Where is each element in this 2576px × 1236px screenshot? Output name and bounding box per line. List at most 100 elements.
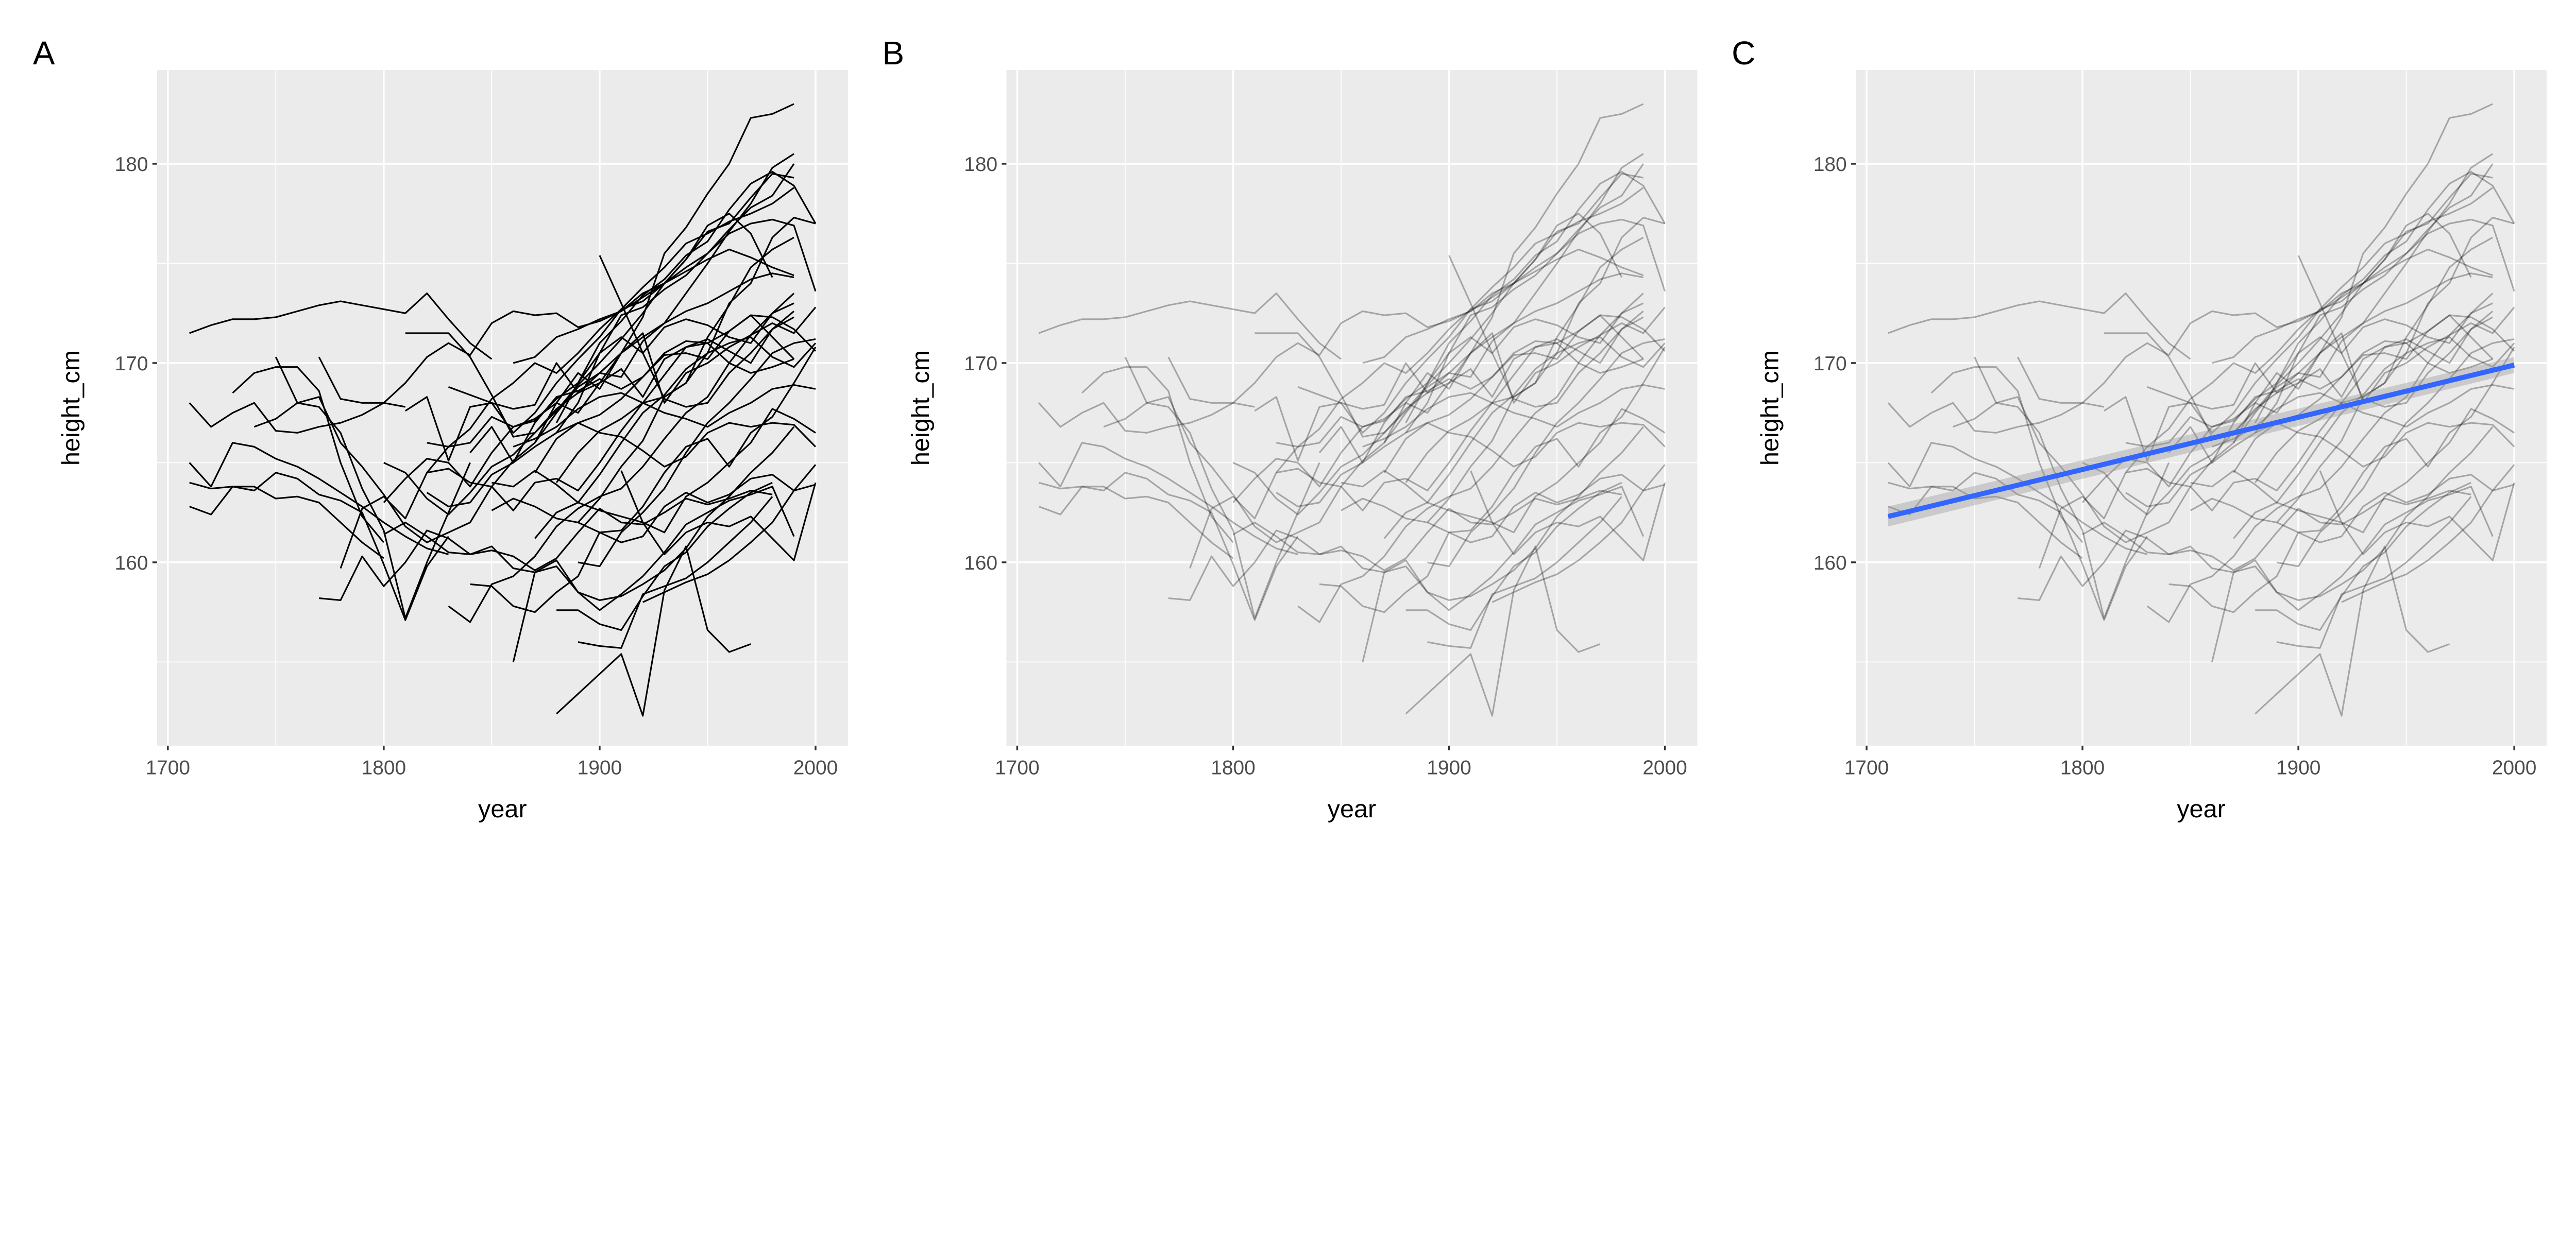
series-line-41 bbox=[448, 173, 794, 434]
x-tick-label: 1700 bbox=[995, 757, 1039, 779]
series-line-2 bbox=[189, 442, 449, 555]
series-line-23 bbox=[1276, 314, 1644, 508]
series-line-5 bbox=[1081, 366, 1234, 543]
series-line-30 bbox=[1383, 336, 1666, 539]
series-line-9 bbox=[2038, 103, 2493, 569]
series-line-32 bbox=[1405, 236, 1644, 484]
series-line-17 bbox=[1427, 496, 1622, 649]
series-line-33 bbox=[1427, 216, 1665, 523]
panel-tag: A bbox=[33, 35, 55, 72]
series-line-22 bbox=[2125, 316, 2494, 511]
series-line-34 bbox=[2233, 306, 2515, 443]
series-line-18 bbox=[1232, 213, 1623, 516]
series-line-5 bbox=[232, 366, 385, 543]
series-line-3 bbox=[1038, 472, 1299, 621]
plot-background bbox=[1006, 70, 1698, 746]
series-line-26 bbox=[2190, 470, 2515, 561]
series-line-0 bbox=[189, 292, 493, 360]
y-tick-label: 160 bbox=[1814, 552, 1847, 574]
panel-tag: C bbox=[1732, 35, 1755, 72]
series-line-4 bbox=[189, 486, 384, 559]
series-line-34 bbox=[534, 306, 817, 443]
x-tick-label: 1800 bbox=[1211, 757, 1255, 779]
series-line-15 bbox=[1405, 545, 1601, 717]
y-tick-label: 170 bbox=[115, 353, 148, 375]
series-line-18 bbox=[383, 213, 773, 516]
series-line-11 bbox=[1255, 153, 1644, 438]
y-tick-label: 170 bbox=[964, 353, 997, 375]
series-line-12 bbox=[1297, 302, 1644, 623]
series-line-14 bbox=[512, 426, 795, 662]
series-line-25 bbox=[2190, 474, 2515, 543]
series-line-18 bbox=[2082, 213, 2472, 516]
series-line-28 bbox=[1362, 384, 1665, 448]
series-line-33 bbox=[2276, 216, 2515, 523]
series-line-23 bbox=[2125, 314, 2494, 508]
series-line-10 bbox=[1168, 486, 1645, 611]
y-tick-label: 160 bbox=[964, 552, 997, 574]
plot-background bbox=[1856, 70, 2547, 746]
series-line-9 bbox=[1189, 103, 1644, 569]
x-tick-label: 2000 bbox=[1642, 757, 1687, 779]
panel-tag: B bbox=[882, 35, 904, 72]
series-line-6 bbox=[253, 402, 471, 619]
series-line-40 bbox=[2319, 408, 2515, 534]
series-line-32 bbox=[2255, 236, 2494, 484]
x-tick-label: 2000 bbox=[793, 757, 838, 779]
series-line-0 bbox=[1888, 292, 2191, 360]
series-line-3 bbox=[1888, 472, 2148, 621]
series-line-4 bbox=[1888, 486, 2083, 559]
y-axis-title: height_cm bbox=[1756, 350, 1784, 466]
plot-background bbox=[157, 70, 848, 746]
series-line-20 bbox=[383, 490, 773, 571]
regression-line bbox=[1887, 363, 2515, 519]
series-line-29 bbox=[1383, 422, 1666, 473]
series-line-28 bbox=[2211, 384, 2515, 448]
y-axis-title: height_cm bbox=[907, 350, 935, 466]
series-line-29 bbox=[2233, 422, 2515, 473]
series-line-5 bbox=[1930, 366, 2083, 543]
series-line-41 bbox=[2147, 173, 2493, 434]
series-line-37 bbox=[2255, 218, 2515, 434]
series-line-12 bbox=[2146, 302, 2493, 623]
y-tick-label: 160 bbox=[115, 552, 148, 574]
series-line-31 bbox=[555, 170, 817, 423]
series-line-21 bbox=[1254, 342, 1644, 462]
series-line-30 bbox=[2233, 336, 2515, 539]
series-line-26 bbox=[1341, 470, 1666, 561]
series-line-9 bbox=[340, 103, 794, 569]
panel-C: 1700 1800 1900 2000 160 170 180 year height_cm C bbox=[1732, 35, 2547, 823]
series-line-24 bbox=[2125, 187, 2494, 448]
series-line-22 bbox=[427, 316, 794, 511]
series-line-25 bbox=[491, 474, 816, 543]
series-line-38 bbox=[1318, 314, 1666, 464]
series-line-39 bbox=[2341, 464, 2515, 603]
panel-B: 1700 1800 1900 2000 160 170 180 year height_cm B bbox=[882, 35, 1698, 823]
series-line-16 bbox=[2255, 482, 2472, 631]
series-line-22 bbox=[1276, 316, 1644, 511]
series-line-8 bbox=[2016, 163, 2494, 404]
series-line-20 bbox=[2082, 490, 2471, 571]
series-line-13 bbox=[470, 347, 817, 613]
series-line-6 bbox=[1103, 402, 1320, 619]
x-tick-label: 2000 bbox=[2492, 757, 2536, 779]
series-line-2 bbox=[1038, 442, 1298, 555]
series-line-36 bbox=[1448, 255, 1644, 408]
series-line-31 bbox=[2254, 170, 2515, 423]
figure: 1700 1800 1900 2000160170180yearheight_cmA1… bbox=[33, 35, 2547, 823]
series-line-31 bbox=[1405, 170, 1666, 423]
series-line-14 bbox=[1362, 426, 1644, 662]
series-line-38 bbox=[469, 314, 817, 464]
series-lines bbox=[1038, 103, 1666, 717]
y-tick-label: 180 bbox=[964, 153, 997, 176]
series-line-27 bbox=[2212, 248, 2493, 364]
series-line-1 bbox=[1038, 402, 1255, 434]
x-tick-label: 1800 bbox=[2060, 757, 2105, 779]
series-line-27 bbox=[1362, 248, 1644, 364]
panel-A: 1700 1800 1900 2000 160 170 180 year height_cm A bbox=[33, 35, 848, 823]
series-line-13 bbox=[1319, 347, 1666, 613]
series-line-20 bbox=[1232, 490, 1622, 571]
x-tick-label: 1900 bbox=[578, 757, 622, 779]
series-line-30 bbox=[534, 336, 817, 539]
series-line-35 bbox=[578, 338, 816, 568]
